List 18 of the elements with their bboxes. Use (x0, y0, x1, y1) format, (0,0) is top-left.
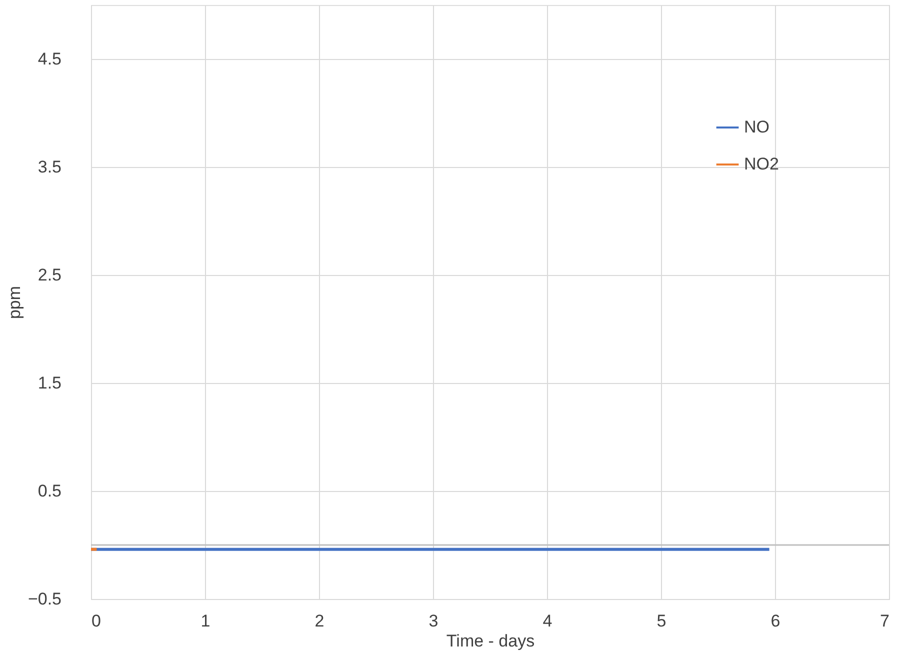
x-tick-label: 7 (880, 612, 890, 630)
x-tick-label: 5 (656, 612, 666, 630)
x-tick-label: 1 (200, 612, 210, 630)
x-tick-label: 0 (92, 612, 101, 630)
y-axis-title: ppm (4, 286, 24, 320)
legend-label: NO (744, 118, 770, 136)
y-tick-label: 3.5 (38, 158, 62, 176)
y-tick-label: 4.5 (38, 50, 62, 68)
y-tick-label: 1.5 (38, 374, 62, 392)
legend-label: NO2 (744, 154, 779, 174)
y-tick-label: 0.5 (38, 482, 62, 500)
x-tick-label: 3 (428, 612, 438, 630)
x-axis-title: Time - days (446, 632, 535, 650)
y-tick-label: 2.5 (38, 266, 62, 284)
x-tick-label: 4 (542, 612, 552, 630)
x-tick-label: 6 (770, 612, 780, 630)
y-tick-label: −0.5 (28, 590, 62, 608)
x-tick-label: 2 (314, 612, 324, 630)
